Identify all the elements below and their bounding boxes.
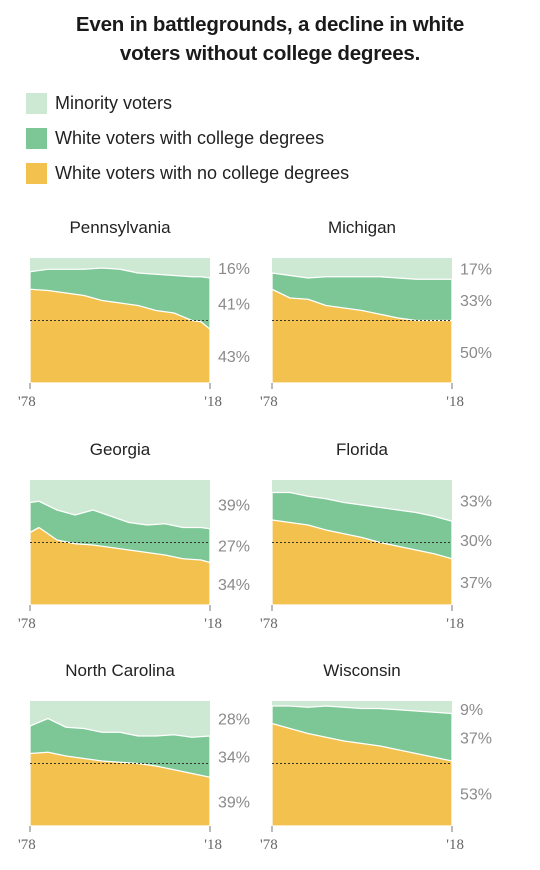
chart-wisconsin-end-label-minority: 9% bbox=[460, 702, 483, 719]
chart-north-carolina-area-no-college bbox=[29, 751, 211, 827]
chart-wisconsin-end-label-no-college: 53% bbox=[460, 787, 492, 804]
chart-wisconsin-tick-label-0: '78 bbox=[260, 837, 278, 853]
chart-florida-end-label-no-college: 37% bbox=[460, 575, 492, 592]
chart-pennsylvania-end-label-no-college: 43% bbox=[218, 349, 250, 366]
chart-pennsylvania: Pennsylvania '78 '18 16% 41% 43% bbox=[18, 218, 250, 410]
chart-north-carolina: North Carolina '78 '18 28% 34% 39% bbox=[18, 661, 250, 853]
chart-wisconsin-tick-label-1: '18 bbox=[446, 837, 464, 853]
chart-michigan-tick-label-0: '78 bbox=[260, 394, 278, 410]
chart-north-carolina-end-label-no-college: 39% bbox=[218, 795, 250, 812]
chart-florida-end-label-college: 30% bbox=[460, 533, 492, 550]
chart-michigan-end-label-minority: 17% bbox=[460, 262, 492, 279]
legend-swatch-no-college bbox=[26, 163, 47, 184]
chart-georgia-end-label-minority: 39% bbox=[218, 497, 250, 514]
chart-michigan-tick-label-1: '18 bbox=[446, 394, 464, 410]
chart-title-line-1: Even in battlegrounds, a decline in whit… bbox=[75, 13, 465, 36]
chart-florida-end-label-minority: 33% bbox=[460, 494, 492, 511]
chart-north-carolina-end-label-college: 34% bbox=[218, 750, 250, 767]
chart-florida: Florida '78 '18 33% 30% 37% bbox=[260, 440, 492, 632]
chart-florida-tick-label-1: '18 bbox=[446, 616, 464, 632]
chart-georgia-tick-label-1: '18 bbox=[204, 616, 222, 632]
chart-georgia-area-no-college bbox=[29, 526, 211, 606]
chart-georgia-end-label-no-college: 34% bbox=[218, 577, 250, 594]
chart-north-carolina-tick-label-0: '78 bbox=[18, 837, 36, 853]
chart-pennsylvania-end-label-college: 41% bbox=[218, 297, 250, 314]
legend-swatch-college bbox=[26, 128, 47, 149]
chart-north-carolina-end-label-minority: 28% bbox=[218, 712, 250, 729]
legend-item-no-college: White voters with no college degrees bbox=[26, 156, 349, 191]
chart-pennsylvania-tick-label-1: '18 bbox=[204, 394, 222, 410]
chart-georgia-end-label-college: 27% bbox=[218, 539, 250, 556]
chart-wisconsin-end-label-college: 37% bbox=[460, 730, 492, 747]
legend: Minority voters White voters with colleg… bbox=[26, 86, 349, 191]
chart-pennsylvania-tick-label-0: '78 bbox=[18, 394, 36, 410]
chart-florida-area-no-college bbox=[271, 519, 453, 606]
chart-pennsylvania-title: Pennsylvania bbox=[69, 218, 171, 237]
chart-wisconsin-title: Wisconsin bbox=[323, 661, 400, 680]
chart-michigan-end-label-no-college: 50% bbox=[460, 345, 492, 362]
chart-wisconsin: Wisconsin '78 '18 9% 37% 53% bbox=[260, 661, 492, 853]
chart-michigan-title: Michigan bbox=[328, 218, 396, 237]
legend-item-college: White voters with college degrees bbox=[26, 121, 349, 156]
chart-florida-title: Florida bbox=[336, 440, 389, 459]
chart-title-line-2: voters without college degrees. bbox=[119, 42, 421, 65]
chart-wisconsin-area-no-college bbox=[271, 722, 453, 827]
chart-georgia-tick-label-0: '78 bbox=[18, 616, 36, 632]
chart-michigan: Michigan '78 '18 17% 33% 50% bbox=[260, 218, 492, 410]
legend-label-no-college: White voters with no college degrees bbox=[55, 163, 350, 183]
chart-florida-tick-label-0: '78 bbox=[260, 616, 278, 632]
chart-georgia-title: Georgia bbox=[90, 440, 151, 459]
legend-swatch-minority bbox=[26, 93, 47, 114]
chart-north-carolina-tick-label-1: '18 bbox=[204, 837, 222, 853]
chart-north-carolina-title: North Carolina bbox=[65, 661, 175, 680]
legend-label-minority: Minority voters bbox=[55, 93, 173, 113]
chart-pennsylvania-area-no-college bbox=[29, 288, 211, 384]
legend-item-minority: Minority voters bbox=[26, 86, 349, 121]
chart-title: Even in battlegrounds, a decline in whit… bbox=[0, 10, 540, 68]
chart-georgia: Georgia '78 '18 39% 27% 34% bbox=[18, 440, 250, 632]
chart-pennsylvania-end-label-minority: 16% bbox=[218, 261, 250, 278]
chart-michigan-end-label-college: 33% bbox=[460, 293, 492, 310]
legend-label-college: White voters with college degrees bbox=[55, 128, 325, 148]
